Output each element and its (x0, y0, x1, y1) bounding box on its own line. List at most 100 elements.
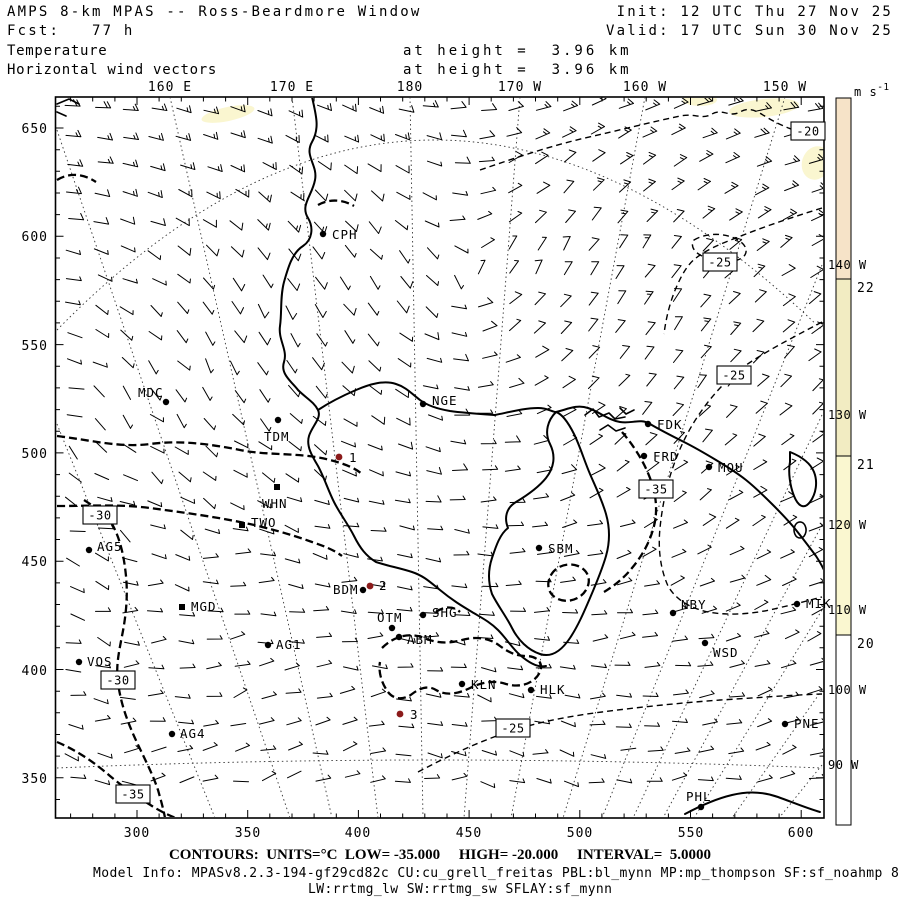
right-longitude-label: 120 W (828, 518, 867, 532)
station-label-mdc: MDC (138, 385, 164, 400)
meridian-160e (169, 98, 333, 817)
station-marker-bdm (359, 586, 367, 594)
station-label-nby: NBY (681, 597, 707, 612)
shade-patch (683, 98, 717, 106)
temperature-contours (56, 108, 823, 817)
contour-label-text: -20 (796, 125, 819, 139)
station-label-kln: KLN (471, 677, 497, 692)
physics-info-line: LW:rrtmg_lw SW:rrtmg_sw SFLAY:sf_mynn (308, 882, 613, 897)
colorbar-tick-label: 20 (857, 637, 875, 652)
station-label-mik: MIK (806, 596, 832, 611)
contour-label-box (716, 365, 752, 385)
contour-label-box (495, 718, 531, 738)
meridian-180 (409, 98, 424, 817)
contour-minus25-right (658, 321, 823, 615)
station-marker-cph (319, 230, 327, 238)
station-marker-two (239, 522, 245, 528)
contour-label-box (790, 121, 826, 141)
station-marker-wsd (701, 639, 709, 647)
left-axis-label: 350 (22, 772, 48, 787)
wind-speed-colorbar: 22 21 20 m s-1 (835, 82, 889, 826)
station-label-whn: WHN (262, 496, 288, 511)
contour-fragment-2 (56, 173, 97, 183)
tick-marks (55, 97, 824, 818)
contour-label-text: -25 (722, 369, 745, 383)
contour-label-box (100, 670, 136, 690)
forecast-hour: Fcst: 77 h (7, 23, 135, 39)
coastline-victoria-land (278, 98, 547, 668)
station-label-mgd: MGD (191, 599, 217, 614)
station-label-abm: ABM (407, 632, 433, 647)
station-marker-frd (640, 452, 648, 460)
red-site-label-3: 3 (410, 707, 419, 722)
contour-label-box (115, 784, 151, 804)
contour-minus30-left (83, 499, 166, 817)
red-site-marker-1 (335, 453, 343, 461)
top-axis-label: 150 W (763, 80, 807, 95)
field-name-wind: Horizontal wind vectors (7, 62, 217, 78)
left-axis-label: 450 (22, 555, 48, 570)
station-label-shg: SHG (432, 605, 458, 620)
contour-label-text: -35 (644, 483, 667, 497)
red-site-label-2: 2 (379, 578, 388, 593)
station-marker-mgd (179, 604, 185, 610)
contour-value-labels: -20 -25 -25 -30 -35 -30 -25 -35 (82, 121, 826, 804)
red-site-marker-3 (396, 710, 404, 718)
contour-label-box (82, 505, 118, 525)
map-frame (54, 96, 825, 819)
wind-barbs (64, 98, 823, 789)
meridian-100w (732, 689, 823, 817)
shade-patch (729, 98, 799, 118)
station-label-pne: PNE (794, 716, 820, 731)
contour-label-text: -25 (708, 256, 731, 270)
contour-minus35-upper-left (56, 504, 343, 557)
colorbar-segment (836, 456, 851, 635)
contour-label-text: -25 (501, 722, 524, 736)
field-height-1: at height = 3.96 km (403, 43, 632, 59)
left-axis-label: 600 (22, 230, 48, 245)
colorbar-segment (836, 98, 851, 279)
station-marker-hlk (527, 686, 535, 694)
bottom-axis-label: 600 (788, 826, 814, 841)
graticule (56, 98, 823, 817)
station-marker-nge (419, 400, 427, 408)
top-axis-label: 180 (397, 80, 423, 95)
contour-squiggle-kln (378, 634, 543, 700)
contour-fragment-1 (317, 199, 355, 208)
coastlines (56, 98, 823, 815)
wind-shading-patches (201, 98, 823, 180)
coastline-peninsula-loop (488, 411, 610, 656)
station-marker-mdc (162, 398, 170, 406)
colorbar-segment (836, 635, 851, 825)
left-axis-label: 650 (22, 122, 48, 137)
colorbar-segment (836, 279, 851, 456)
right-longitude-label: 90 W (828, 758, 859, 772)
contour-minus20 (479, 108, 823, 171)
valid-time: Valid: 17 UTC Sun 30 Nov 25 (606, 23, 893, 39)
plot-title: AMPS 8-km MPAS -- Ross-Beardmore Window (7, 4, 422, 20)
station-label-otm: OTM (377, 610, 403, 625)
meridian-150e (56, 129, 291, 817)
coastline-right-bulge (788, 451, 818, 508)
contour-minus25-upper (663, 207, 823, 335)
station-marker-nby (669, 609, 677, 617)
top-axis-label: 160 E (148, 80, 192, 95)
left-axis-label: 500 (22, 447, 48, 462)
meridian-110w (694, 609, 823, 817)
colorbar-tick-label: 22 (857, 281, 875, 296)
contour-minus35-pocket (547, 563, 590, 602)
station-marker-mou (705, 463, 713, 471)
station-marker-abm (395, 633, 403, 641)
station-label-vos: VOS (87, 654, 113, 669)
bottom-axis-label: 400 (345, 826, 371, 841)
right-longitude-label: 110 W (828, 603, 867, 617)
contour-fragment-3 (435, 606, 461, 613)
station-marker-ag1 (264, 641, 272, 649)
contour-label-box (638, 479, 674, 499)
station-marker-kln (458, 680, 466, 688)
coastline-fdk-terrain (584, 407, 635, 432)
field-height-2: at height = 3.96 km (403, 62, 632, 78)
station-label-two: TWO (251, 515, 277, 530)
